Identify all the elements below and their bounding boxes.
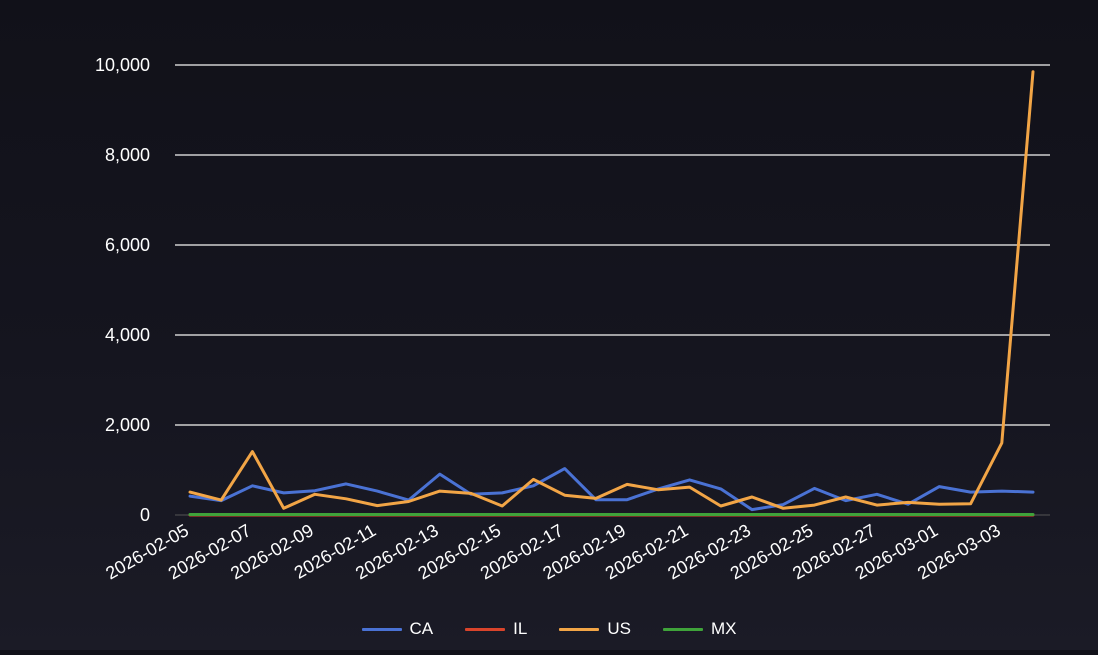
- series-line-ca: [188, 467, 1035, 512]
- legend-label-il: IL: [513, 619, 528, 638]
- legend-swatch-ca: [361, 627, 402, 631]
- legend-label-us: US: [607, 619, 631, 638]
- legend-item-mx[interactable]: MX: [662, 619, 737, 639]
- legend-label-ca: CA: [409, 619, 434, 638]
- y-tick-label: 8,000: [105, 145, 150, 165]
- legend: CA IL US MX: [0, 619, 1098, 639]
- y-tick-label: 4,000: [105, 325, 150, 345]
- series-lines: [188, 70, 1035, 517]
- y-axis-ticks: 0 2,000 4,000 6,000 8,000 10,000: [95, 55, 150, 525]
- y-tick-label: 0: [140, 505, 150, 525]
- legend-item-ca[interactable]: CA: [361, 619, 434, 639]
- legend-item-il[interactable]: IL: [465, 619, 527, 639]
- x-axis-ticks: 2026-02-052026-02-072026-02-092026-02-11…: [102, 520, 1004, 583]
- legend-swatch-mx: [662, 627, 703, 631]
- y-tick-label: 2,000: [105, 415, 150, 435]
- legend-item-us[interactable]: US: [559, 619, 631, 639]
- y-tick-label: 6,000: [105, 235, 150, 255]
- grid-lines: [175, 64, 1050, 516]
- legend-swatch-us: [559, 627, 600, 631]
- legend-swatch-il: [465, 627, 506, 631]
- series-line-us: [188, 70, 1035, 510]
- y-tick-label: 10,000: [95, 55, 150, 75]
- legend-label-mx: MX: [710, 619, 737, 638]
